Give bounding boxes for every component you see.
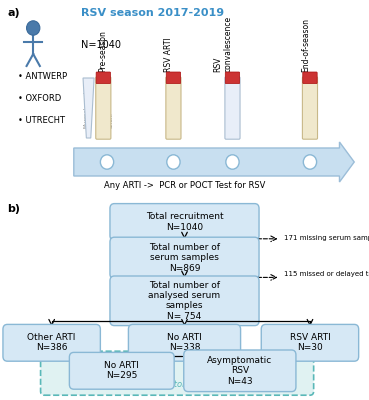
Circle shape [167, 155, 180, 169]
Text: RSV
convalescence: RSV convalescence [213, 16, 232, 72]
FancyBboxPatch shape [184, 350, 296, 392]
Circle shape [100, 155, 114, 169]
Text: RSV ARTI
N=30: RSV ARTI N=30 [290, 333, 330, 352]
Text: Exploratory analysis: Exploratory analysis [142, 380, 227, 389]
Text: No ARTI
N=295: No ARTI N=295 [104, 361, 139, 380]
Text: • OXFORD: • OXFORD [18, 94, 62, 103]
FancyBboxPatch shape [225, 72, 240, 84]
FancyBboxPatch shape [166, 77, 181, 139]
FancyBboxPatch shape [225, 77, 240, 139]
Text: serum: serum [109, 112, 114, 128]
FancyBboxPatch shape [110, 276, 259, 326]
Text: RSV season 2017-2019: RSV season 2017-2019 [81, 8, 224, 18]
FancyBboxPatch shape [110, 204, 259, 240]
Text: No ARTI
N=338: No ARTI N=338 [167, 333, 202, 352]
FancyBboxPatch shape [3, 324, 100, 361]
Text: Total recruitment
N=1040: Total recruitment N=1040 [146, 212, 223, 232]
Circle shape [226, 155, 239, 169]
Text: Other ARTI
N=386: Other ARTI N=386 [27, 333, 76, 352]
FancyBboxPatch shape [110, 237, 259, 279]
Circle shape [303, 155, 317, 169]
Text: N=1040: N=1040 [81, 40, 121, 50]
Text: 171 missing serum samples: 171 missing serum samples [284, 235, 369, 241]
Polygon shape [83, 78, 94, 138]
Circle shape [27, 21, 40, 35]
Text: Pre-season: Pre-season [98, 30, 107, 72]
FancyBboxPatch shape [128, 324, 241, 361]
Text: Total number of
analysed serum
samples
N= 754: Total number of analysed serum samples N… [148, 281, 221, 321]
FancyBboxPatch shape [303, 72, 317, 84]
FancyBboxPatch shape [303, 77, 317, 139]
Text: 115 missed or delayed test: 115 missed or delayed test [284, 271, 369, 278]
Text: Total number of
serum samples
N=869: Total number of serum samples N=869 [149, 243, 220, 273]
Text: Mucosal sample: Mucosal sample [84, 88, 89, 128]
FancyBboxPatch shape [41, 351, 314, 395]
FancyBboxPatch shape [261, 324, 359, 361]
FancyArrow shape [74, 142, 354, 182]
FancyBboxPatch shape [69, 352, 174, 389]
Text: Asymptomatic
RSV
N=43: Asymptomatic RSV N=43 [207, 356, 272, 386]
Text: b): b) [7, 204, 20, 214]
Text: End-of-season: End-of-season [301, 18, 310, 72]
FancyBboxPatch shape [96, 72, 111, 84]
Text: • ANTWERP: • ANTWERP [18, 72, 68, 81]
Text: • UTRECHT: • UTRECHT [18, 116, 65, 125]
Text: a): a) [7, 8, 20, 18]
Text: Any ARTI ->  PCR or POCT Test for RSV: Any ARTI -> PCR or POCT Test for RSV [104, 182, 265, 190]
FancyBboxPatch shape [166, 72, 181, 84]
Text: RSV ARTI: RSV ARTI [165, 37, 173, 72]
FancyBboxPatch shape [96, 77, 111, 139]
